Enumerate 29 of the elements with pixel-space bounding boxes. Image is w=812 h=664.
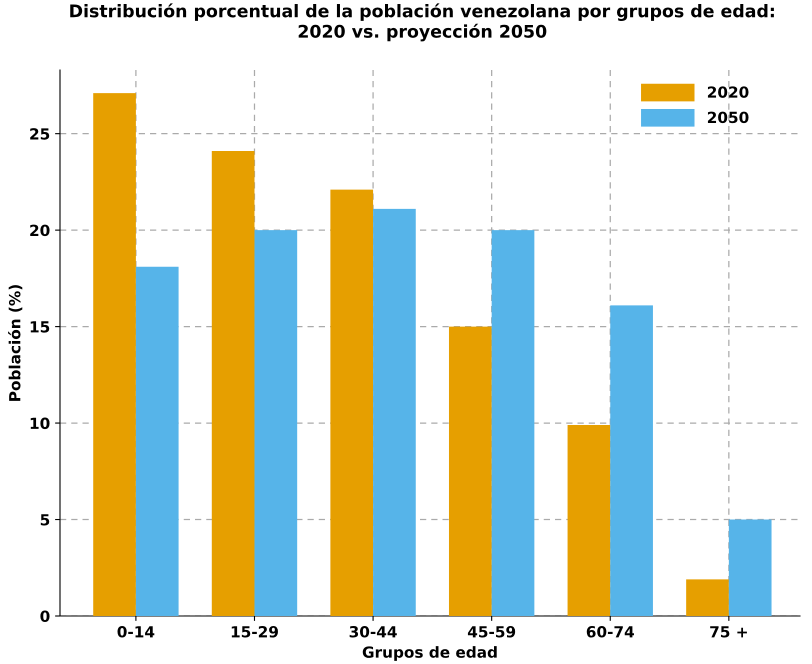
bar	[254, 230, 298, 616]
x-tick-label: 30-44	[350, 626, 397, 638]
y-tick-label: 15	[30, 321, 50, 333]
chart-title: Distribución porcentual de la población venezolana por grupos de edad: 2020 vs. proyección 2050	[70, 3, 774, 42]
bar	[686, 579, 729, 616]
bar	[136, 266, 179, 616]
y-axis-title: Población (%)	[8, 285, 22, 401]
y-tick-label: 20	[30, 224, 50, 236]
y-tick-label: 10	[30, 418, 50, 430]
bar	[568, 424, 610, 616]
x-tick-label: 0-14	[118, 626, 154, 638]
bar	[448, 326, 492, 616]
y-tick-label: 25	[30, 128, 50, 140]
x-tick-label: 45-59	[468, 626, 516, 638]
x-tick-label: 75 +	[710, 626, 747, 638]
y-tick-label: 5	[40, 514, 50, 526]
x-tick-label: 15-29	[232, 626, 278, 638]
bar	[330, 190, 374, 616]
bar	[212, 151, 254, 616]
bar	[373, 208, 416, 616]
y-tick-label: 0	[40, 610, 50, 622]
x-axis-title: Grupos de edad	[362, 646, 497, 661]
legend-label: 2050	[708, 112, 749, 124]
bar	[492, 230, 534, 616]
bar	[728, 520, 772, 616]
x-tick-label: 60-74	[586, 626, 634, 638]
legend-label: 2020	[708, 86, 749, 98]
bar	[610, 305, 653, 616]
bar	[93, 93, 136, 616]
